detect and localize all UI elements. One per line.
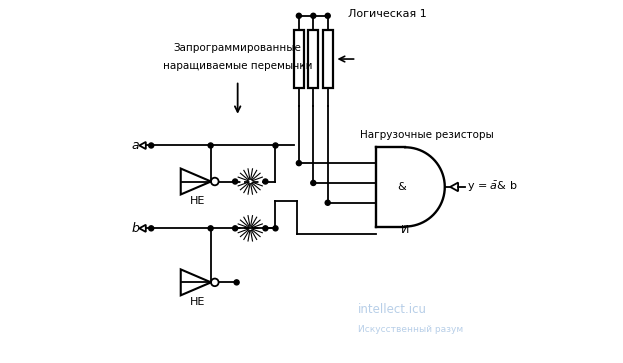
Text: y = $\bar{a}$& b: y = $\bar{a}$& b (467, 180, 518, 194)
Text: &: & (397, 182, 406, 192)
Bar (323, 30, 333, 88)
Text: intellect.icu: intellect.icu (358, 303, 427, 316)
Text: НЕ: НЕ (191, 196, 206, 206)
Circle shape (325, 200, 330, 205)
Text: a: a (132, 139, 140, 152)
Text: НЕ: НЕ (191, 297, 206, 307)
Text: И: И (401, 225, 409, 235)
Circle shape (149, 143, 154, 148)
Circle shape (149, 226, 154, 231)
Bar (308, 30, 318, 88)
Circle shape (311, 180, 316, 185)
Text: наращиваемые перемычки: наращиваемые перемычки (163, 61, 312, 71)
Circle shape (208, 226, 213, 231)
Circle shape (232, 226, 237, 231)
Text: Искусственный разум: Искусственный разум (358, 325, 464, 334)
Text: Запрограммированные: Запрограммированные (174, 43, 302, 53)
Circle shape (208, 143, 213, 148)
Circle shape (297, 160, 302, 166)
Text: b: b (132, 222, 140, 235)
Circle shape (311, 13, 316, 18)
Circle shape (263, 226, 268, 231)
Circle shape (234, 280, 239, 285)
Circle shape (325, 13, 330, 18)
Circle shape (232, 179, 237, 184)
Bar (294, 30, 304, 88)
Circle shape (263, 179, 268, 184)
Text: Нагрузочные резисторы: Нагрузочные резисторы (360, 130, 494, 140)
Circle shape (273, 143, 278, 148)
Text: Логическая 1: Логическая 1 (348, 9, 426, 19)
Circle shape (273, 226, 278, 231)
Circle shape (297, 13, 302, 18)
